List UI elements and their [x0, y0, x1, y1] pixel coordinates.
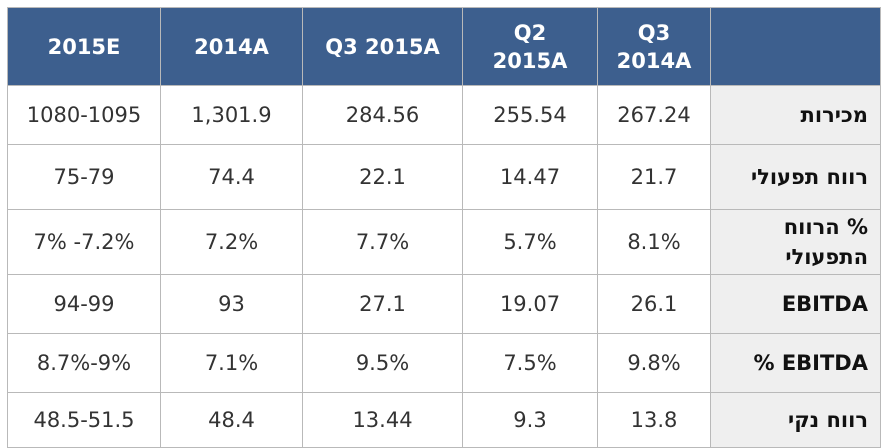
row-label: EBITDA [710, 274, 881, 334]
table-cell: 75-79 [7, 144, 161, 210]
header-row: 2015E 2014A Q3 2015A Q2 2015A Q3 2014A [7, 7, 881, 86]
table-cell: 5.7% [462, 209, 598, 275]
table-cell: 8.1% [597, 209, 711, 275]
column-header-2015e: 2015E [7, 7, 161, 86]
table-cell: 9.5% [302, 333, 463, 393]
table-cell: 48.5-51.5 [7, 392, 161, 448]
table-cell: 9.3 [462, 392, 598, 448]
financial-table: 2015E 2014A Q3 2015A Q2 2015A Q3 2014A 1… [7, 7, 881, 448]
table-cell: 14.47 [462, 144, 598, 210]
table-cell: 7.1% [160, 333, 303, 393]
table-cell: 74.4 [160, 144, 303, 210]
column-header-2014a: 2014A [160, 7, 303, 86]
table-cell: 9.8% [597, 333, 711, 393]
table-cell: 1080-1095 [7, 85, 161, 145]
table-cell: 7.5% [462, 333, 598, 393]
table-row: 48.5-51.5 48.4 13.44 9.3 13.8 רווח נקי [7, 392, 881, 448]
table-cell: 7.7% [302, 209, 463, 275]
table-cell: 26.1 [597, 274, 711, 334]
table-row: 1080-1095 1,301.9 284.56 255.54 267.24 מ… [7, 85, 881, 145]
row-label: מכירות [710, 85, 881, 145]
table-cell: 48.4 [160, 392, 303, 448]
table-cell: 13.44 [302, 392, 463, 448]
table-cell: 13.8 [597, 392, 711, 448]
row-label: רווח תפעולי [710, 144, 881, 210]
column-header-q3-2015a: Q3 2015A [302, 7, 463, 86]
row-label: EBITDA % [710, 333, 881, 393]
table-cell: 8.7%-9% [7, 333, 161, 393]
table-cell: 22.1 [302, 144, 463, 210]
table-row: 94-99 93 27.1 19.07 26.1 EBITDA [7, 274, 881, 334]
table-cell: 19.07 [462, 274, 598, 334]
table-cell: 21.7 [597, 144, 711, 210]
table-cell: 7% -7.2% [7, 209, 161, 275]
table-cell: 284.56 [302, 85, 463, 145]
column-header-q2-2015a: Q2 2015A [462, 7, 598, 86]
table-cell: 93 [160, 274, 303, 334]
table-cell: 255.54 [462, 85, 598, 145]
table-cell: 94-99 [7, 274, 161, 334]
table-row: 75-79 74.4 22.1 14.47 21.7 רווח תפעולי [7, 144, 881, 210]
column-header-q3-2014a: Q3 2014A [597, 7, 711, 86]
column-header-metric [710, 7, 881, 86]
table-cell: 267.24 [597, 85, 711, 145]
table-cell: 1,301.9 [160, 85, 303, 145]
table-cell: 27.1 [302, 274, 463, 334]
table-cell: 7.2% [160, 209, 303, 275]
table-row: 7% -7.2% 7.2% 7.7% 5.7% 8.1% % הרווח התפ… [7, 209, 881, 275]
row-label: רווח נקי [710, 392, 881, 448]
table-row: 8.7%-9% 7.1% 9.5% 7.5% 9.8% EBITDA % [7, 333, 881, 393]
row-label: % הרווח התפעולי [710, 209, 881, 275]
